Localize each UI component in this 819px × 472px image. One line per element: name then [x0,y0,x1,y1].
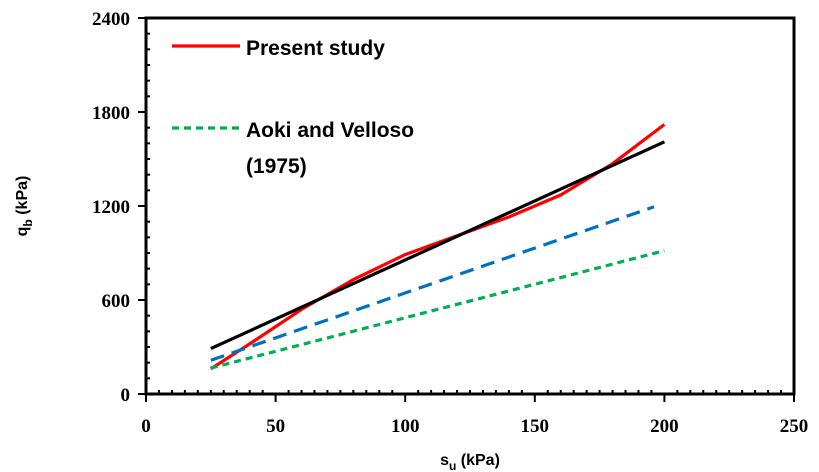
x-tick-label: 250 [780,416,809,437]
series-line-3 [210,205,655,362]
y-tick-label: 0 [121,385,131,406]
legend-label-1: (1975) [246,155,307,178]
series-layer [209,123,666,371]
legend-label-1: Aoki and Velloso [246,119,414,142]
series-line-1 [210,249,665,370]
y-tick-label: 2400 [92,9,130,30]
x-tick-label: 0 [141,416,151,437]
x-axis-title: su (kPa) [440,452,500,472]
y-tick-label: 1200 [92,197,130,218]
series-line-2 [210,140,666,351]
series-line-0 [209,123,666,371]
legend: Present study Aoki and Velloso (1975) [172,37,414,178]
y-axis-title: qb (kPa) [14,176,35,237]
x-tick-label: 200 [650,416,679,437]
x-tick-label: 100 [391,416,420,437]
plot-area [144,16,796,396]
legend-label-0: Present study [246,37,385,60]
y-tick-label: 1800 [92,103,130,124]
x-tick-label: 150 [521,416,550,437]
x-tick-label: 50 [266,416,285,437]
y-tick-label: 600 [102,291,131,312]
ticks-layer: 0 50 100 150 200 250 0 600 1200 1800 2400 [92,9,808,437]
